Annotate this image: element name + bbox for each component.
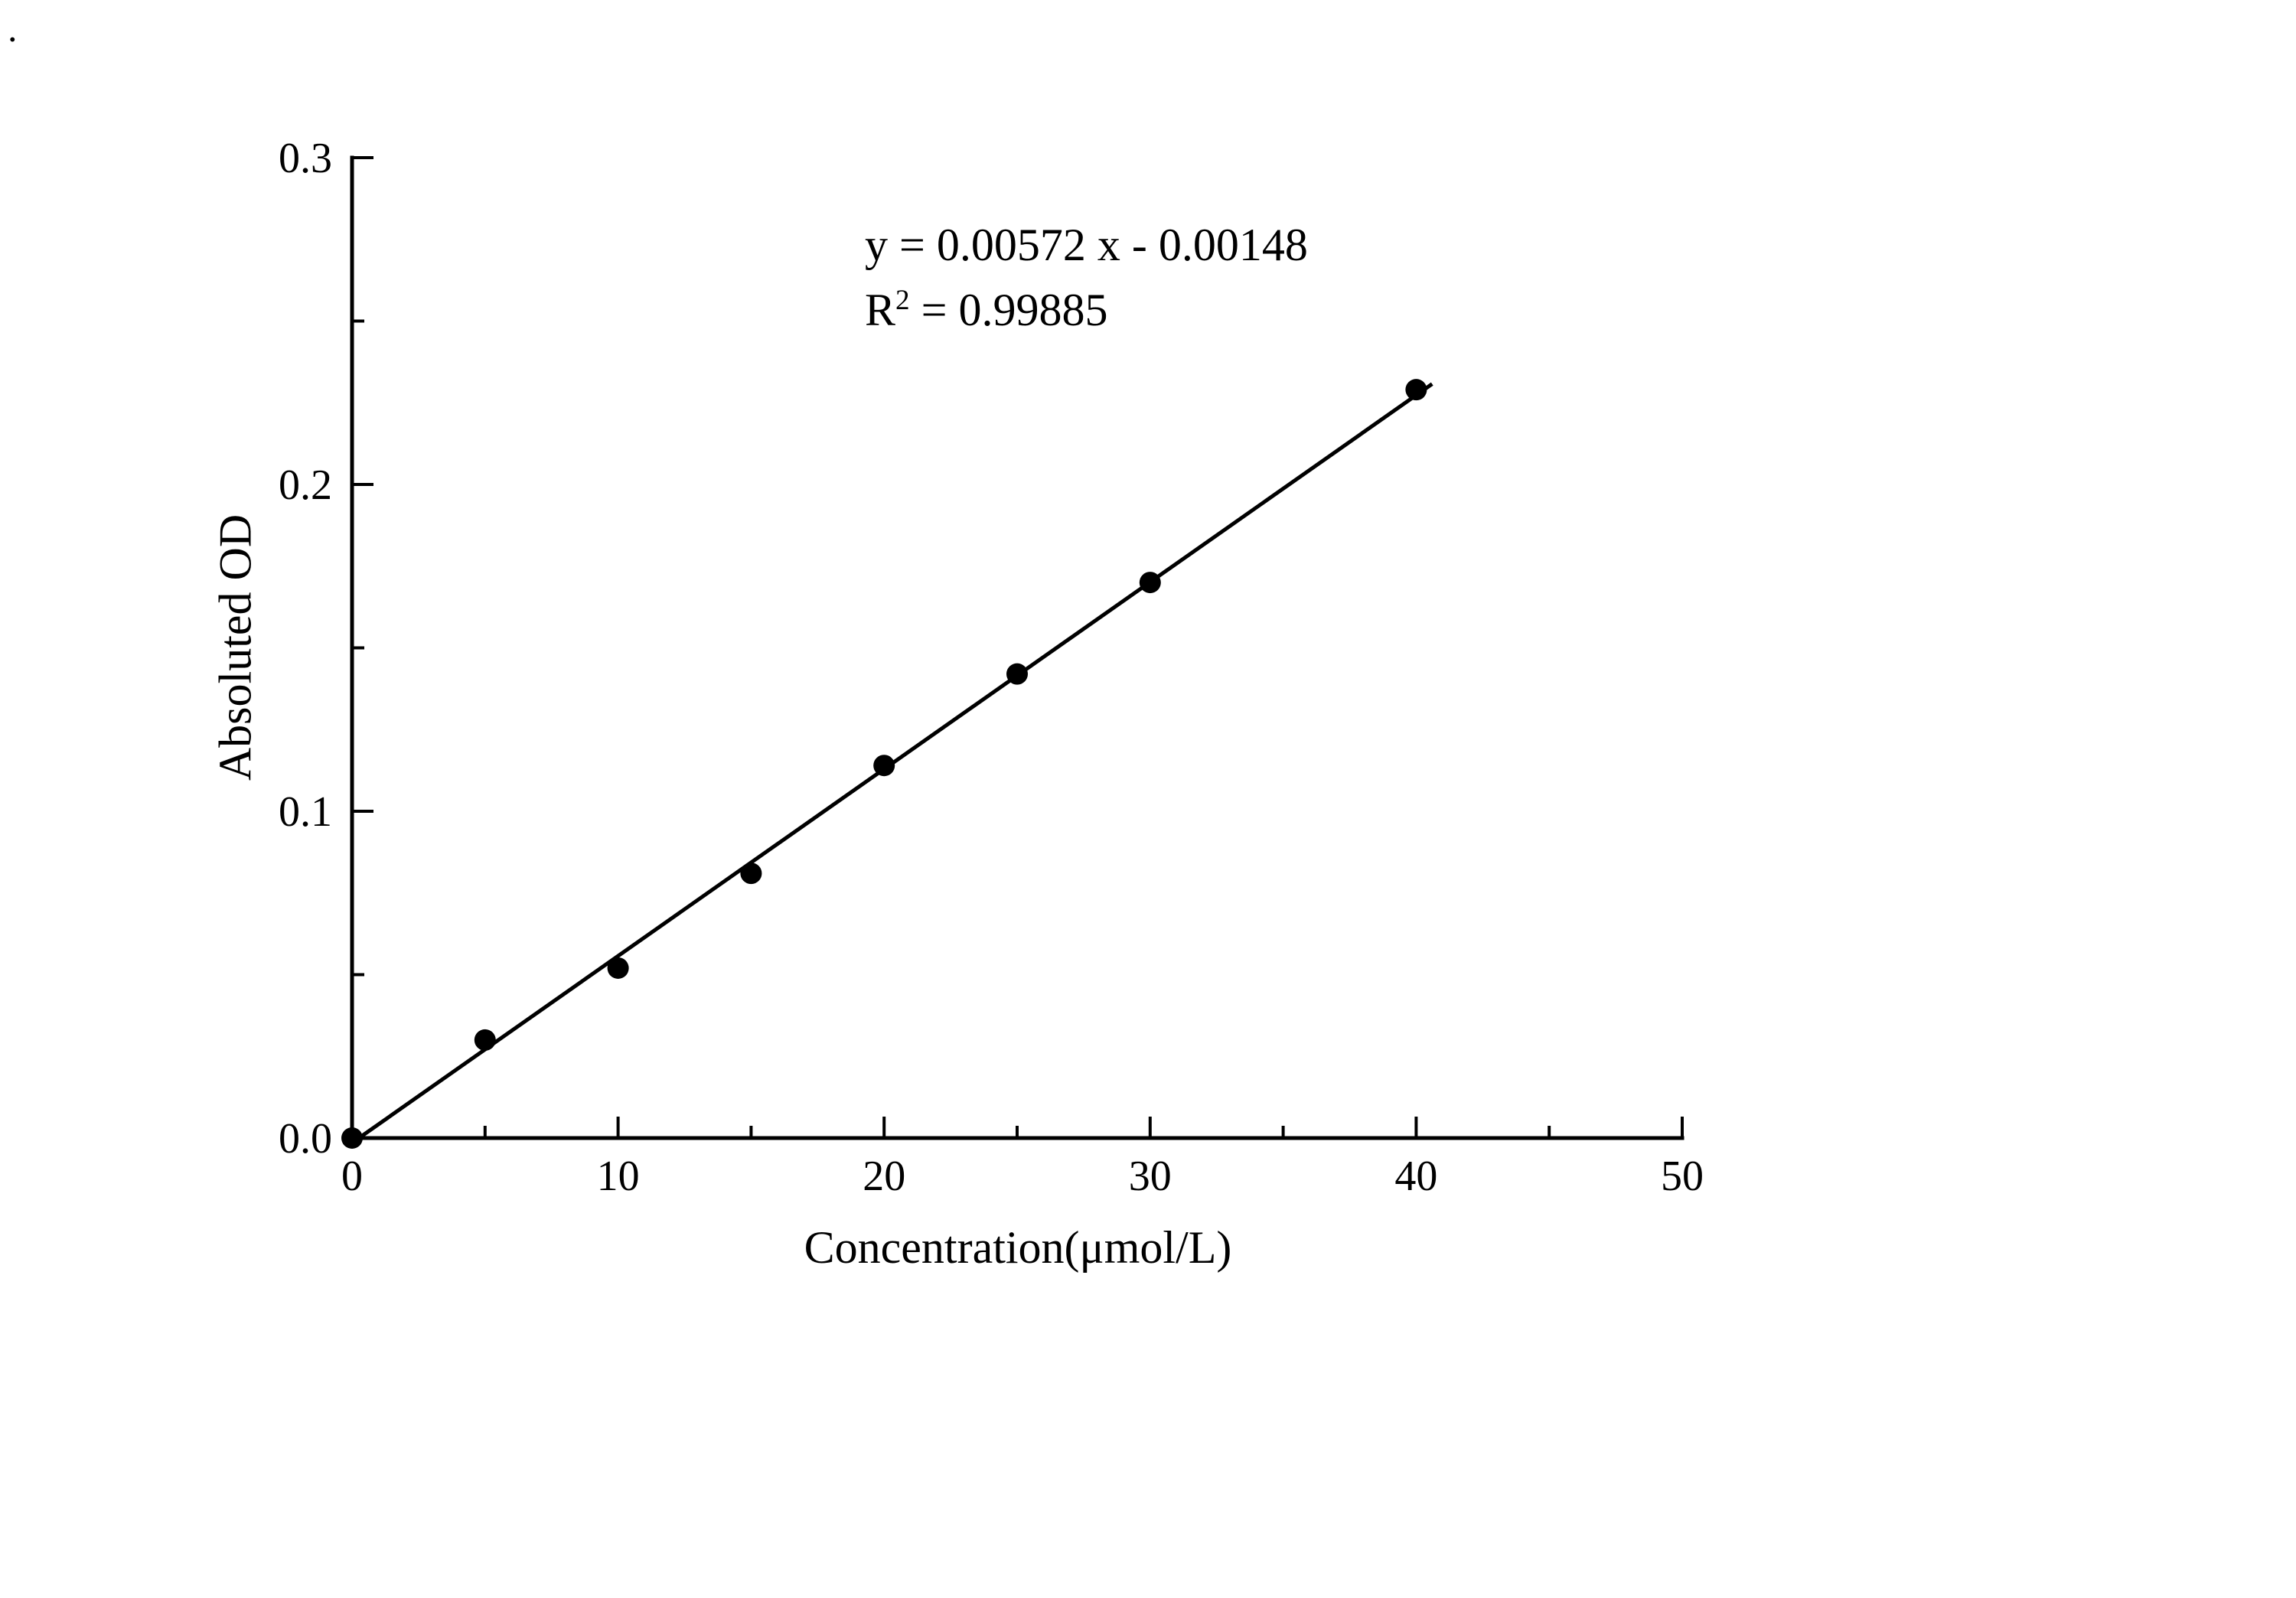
x-tick-label: 40 bbox=[1394, 1153, 1437, 1200]
y-tick-label: 0.1 bbox=[279, 788, 332, 836]
x-tick-label: 0 bbox=[341, 1153, 363, 1200]
x-tick-label: 10 bbox=[597, 1153, 640, 1200]
data-point bbox=[1139, 572, 1161, 594]
y-tick-label: 0.3 bbox=[279, 135, 332, 182]
fit-equation-annotation: y = 0.00572 x - 0.00148 R2 = 0.99885 bbox=[865, 213, 1308, 343]
y-tick-label: 0.2 bbox=[279, 461, 332, 509]
fit-line bbox=[357, 382, 1433, 1140]
data-point bbox=[607, 957, 629, 979]
data-point bbox=[1405, 379, 1427, 401]
data-point bbox=[873, 755, 895, 777]
y-axis-title: Absoluted OD bbox=[210, 514, 261, 781]
stray-mark: . bbox=[8, 7, 18, 50]
fit-equation-line: y = 0.00572 x - 0.00148 bbox=[865, 220, 1308, 270]
data-point bbox=[341, 1127, 363, 1149]
x-tick-label: 20 bbox=[863, 1153, 905, 1200]
r-squared-line: R2 = 0.99885 bbox=[865, 285, 1108, 336]
x-tick-label: 50 bbox=[1661, 1153, 1704, 1200]
data-point bbox=[1006, 663, 1028, 685]
x-axis-title: Concentration(μmol/L) bbox=[804, 1222, 1232, 1273]
data-point bbox=[474, 1029, 496, 1051]
data-point bbox=[740, 863, 762, 885]
y-tick-label: 0.0 bbox=[279, 1115, 332, 1163]
x-tick-label: 30 bbox=[1129, 1153, 1172, 1200]
